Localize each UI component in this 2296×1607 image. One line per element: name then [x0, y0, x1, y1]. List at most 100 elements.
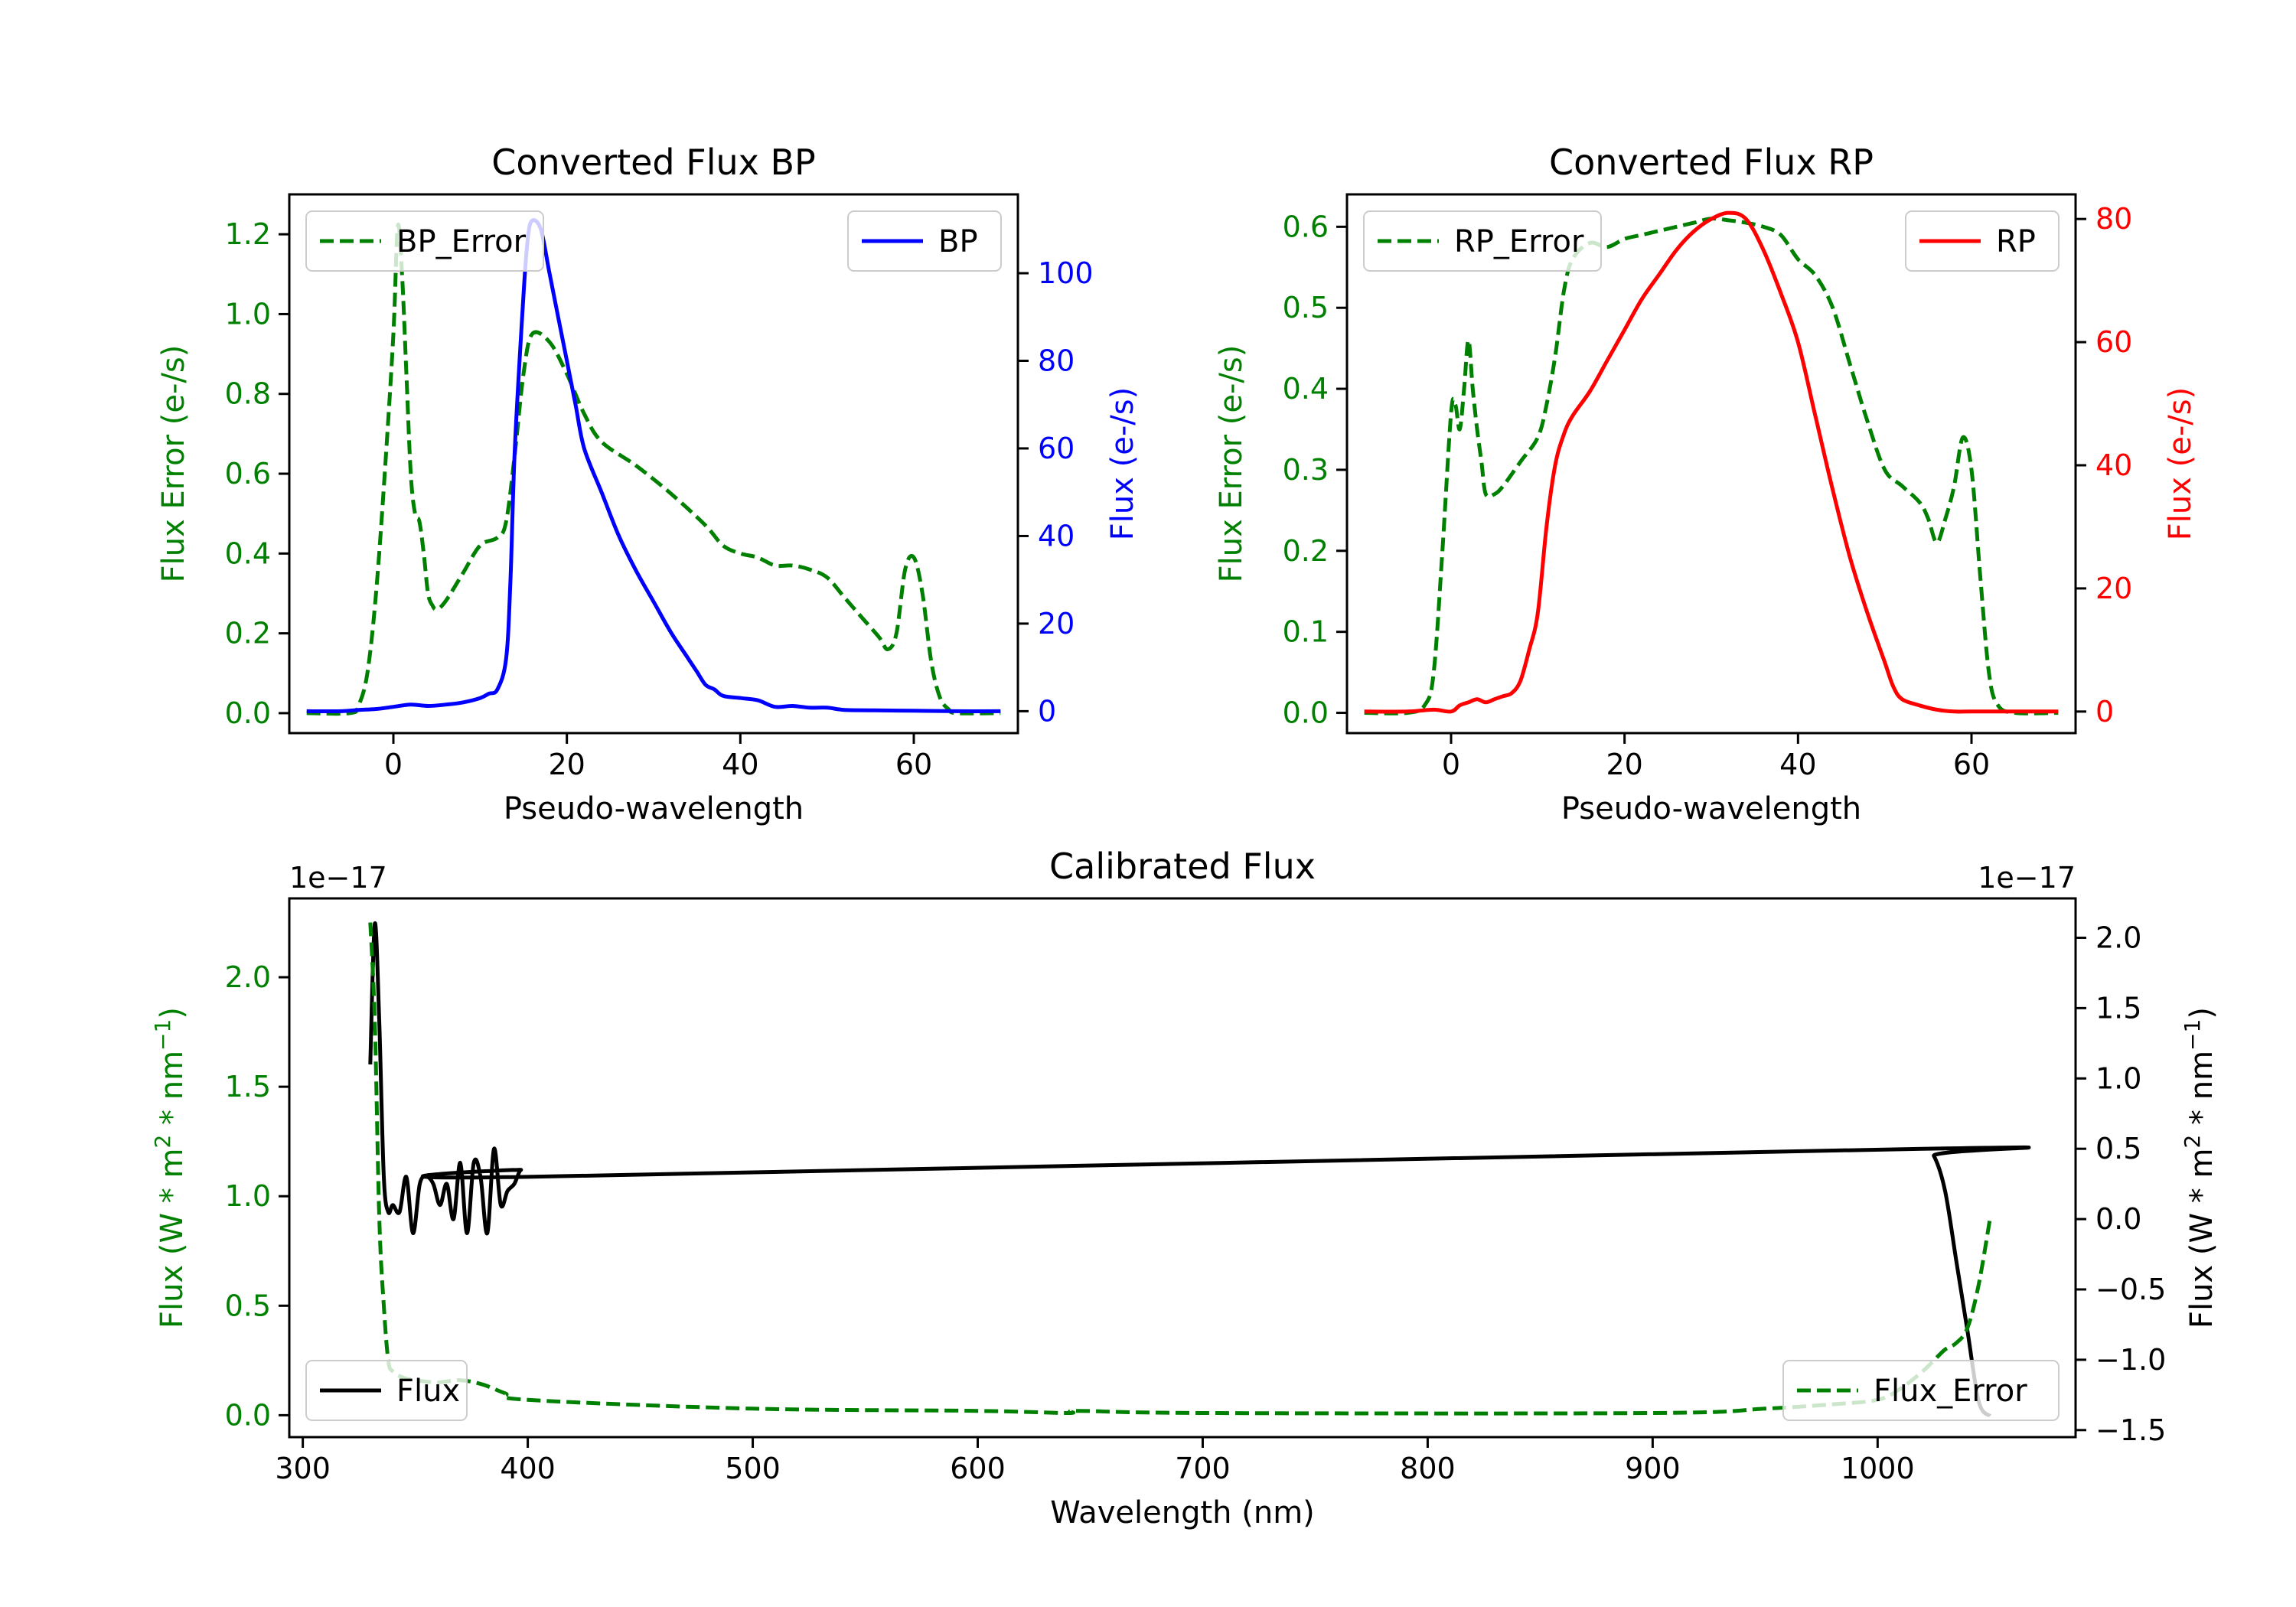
- x-tick-label: 20: [548, 748, 585, 781]
- series-layer: [306, 218, 1001, 716]
- y-left-tick-label: 1.2: [225, 217, 271, 251]
- legend-box: [1905, 210, 2060, 272]
- y-left-tick-label: 0.3: [1283, 453, 1329, 487]
- plot-frame: [288, 193, 1019, 735]
- y-left-tick-label: 0.5: [225, 1289, 271, 1322]
- y-left-tick-label: 0.8: [225, 377, 271, 411]
- legend-label: BP_Error: [396, 224, 527, 259]
- y-right-tick-label: 100: [1038, 256, 1094, 290]
- x-tick-label: 60: [895, 748, 932, 781]
- y-right-tick-label: 0: [1038, 694, 1056, 728]
- y-right-tick-label: 20: [2095, 572, 2132, 605]
- y-right-tick-label: −1.0: [2095, 1343, 2166, 1377]
- x-tick-label: 500: [725, 1452, 781, 1485]
- legend-box: [847, 210, 1002, 272]
- x-axis-label: Pseudo-wavelength: [504, 791, 804, 826]
- y-right-tick-label: 40: [2095, 448, 2132, 482]
- y-right-tick-label: 40: [1038, 519, 1075, 553]
- y-right-axis-label: Flux (e-/s): [2163, 387, 2198, 540]
- series-line-flux: [368, 921, 2031, 1418]
- legend-label: BP: [938, 224, 978, 259]
- plot-frame: [1345, 193, 2077, 735]
- y-left-tick-label: 1.0: [225, 297, 271, 331]
- legend-flux: Flux: [305, 1360, 468, 1421]
- x-axis-label: Pseudo-wavelength: [1561, 791, 1861, 826]
- x-tick-label: 40: [1779, 748, 1816, 781]
- y-left-tick-label: 0.4: [1283, 372, 1329, 406]
- y-left-tick-label: 0.0: [1283, 696, 1329, 730]
- y-left-tick-label: 0.1: [1283, 615, 1329, 649]
- y-left-tick-label: 0.0: [225, 696, 271, 730]
- legend-label: RP: [1996, 224, 2036, 259]
- y-right-tick-label: −0.5: [2095, 1273, 2166, 1306]
- x-tick-label: 0: [1442, 748, 1460, 781]
- y-left-axis-label: Flux Error (e-/s): [1214, 345, 1249, 583]
- chart-title: Converted Flux RP: [1549, 142, 1874, 183]
- y-left-tick-label: 0.6: [225, 457, 271, 491]
- x-tick-label: 800: [1400, 1452, 1456, 1485]
- y-left-tick-label: 0.2: [225, 617, 271, 650]
- legend-flux-error: Flux_Error: [1782, 1360, 2060, 1421]
- y-left-tick-label: 1.0: [225, 1179, 271, 1213]
- plot-frame: [288, 897, 2077, 1439]
- y-right-tick-label: 0.0: [2095, 1202, 2141, 1236]
- y-left-axis-label: Flux Error (e-/s): [156, 345, 191, 583]
- x-tick-label: 1000: [1841, 1452, 1915, 1485]
- y-right-tick-label: 0.5: [2095, 1132, 2141, 1165]
- y-left-tick-label: 0.5: [1283, 291, 1329, 324]
- series-line-bp-error: [306, 222, 1001, 716]
- y-right-tick-label: 80: [2095, 202, 2132, 236]
- y-left-tick-label: 0.2: [1283, 534, 1329, 568]
- y-left-tick-label: 0.4: [225, 536, 271, 570]
- series-line-rp: [1364, 210, 2059, 714]
- x-axis-label: Wavelength (nm): [1050, 1495, 1315, 1530]
- legend-rp: RP: [1905, 210, 2060, 272]
- series-line-bp: [306, 218, 1001, 714]
- x-tick-label: 0: [384, 748, 403, 781]
- y-right-tick-label: 2.0: [2095, 921, 2141, 954]
- y-right-axis-label: Flux (W * m2 * nm−1): [2180, 1007, 2219, 1328]
- series-layer: [1364, 210, 2059, 715]
- y-right-tick-label: 80: [1038, 344, 1075, 377]
- chart-title: Converted Flux BP: [491, 142, 816, 183]
- y-left-tick-label: 0.6: [1283, 210, 1329, 243]
- chart-panel-3: 300 400 500 600 700 800 900 1000 0.0 0.5 1.0 1.5 2.0…: [150, 846, 2219, 1530]
- chart-panel-2: 0 20 40 60 0.0 0.1 0.2 0.3 0.4 0.5 0.6 0 20 40 60 80 Con…: [1214, 142, 2198, 826]
- legend-box: [305, 1360, 468, 1421]
- x-tick-label: 60: [1953, 748, 1990, 781]
- legend-box: [1782, 1360, 2060, 1421]
- x-tick-label: 20: [1606, 748, 1642, 781]
- series-line-flux-error: [368, 922, 1992, 1416]
- y-right-tick-label: 20: [1038, 607, 1075, 641]
- x-tick-label: 700: [1175, 1452, 1231, 1485]
- x-tick-label: 40: [722, 748, 758, 781]
- legend-rp-error: RP_Error: [1363, 210, 1602, 272]
- x-tick-label: 400: [500, 1452, 556, 1485]
- y-right-tick-label: 60: [2095, 325, 2132, 359]
- legend-box: [1363, 210, 1602, 272]
- chart-title: Calibrated Flux: [1049, 846, 1316, 887]
- y-left-tick-label: 1.5: [225, 1070, 271, 1103]
- legend-label: Flux_Error: [1874, 1374, 2027, 1409]
- series-line-rp-error: [1364, 217, 2059, 715]
- y-left-offset-text: 1e−17: [289, 861, 387, 895]
- x-tick-label: 900: [1625, 1452, 1681, 1485]
- x-tick-label: 300: [275, 1452, 331, 1485]
- legend-label: Flux: [396, 1374, 460, 1409]
- x-tick-label: 600: [950, 1452, 1006, 1485]
- y-right-tick-label: 1.5: [2095, 991, 2141, 1025]
- y-left-tick-label: 0.0: [225, 1398, 271, 1432]
- chart-panel-1: 0 20 40 60 0.0 0.2 0.4 0.6 0.8 1.0 1.2 0 20 40 60 80 100…: [156, 142, 1140, 826]
- y-right-offset-text: 1e−17: [1978, 861, 2076, 895]
- y-right-tick-label: −1.5: [2095, 1413, 2166, 1447]
- y-right-tick-label: 60: [1038, 432, 1075, 465]
- legend-box: [305, 210, 544, 272]
- y-right-tick-label: 0: [2095, 695, 2114, 729]
- legend-label: RP_Error: [1454, 224, 1584, 259]
- y-right-tick-label: 1.0: [2095, 1061, 2141, 1095]
- legend-bp: BP: [847, 210, 1002, 272]
- legend-bp-error: BP_Error: [305, 210, 544, 272]
- y-left-axis-label: Flux (W * m2 * nm−1): [150, 1007, 190, 1328]
- y-right-axis-label: Flux (e-/s): [1105, 387, 1140, 540]
